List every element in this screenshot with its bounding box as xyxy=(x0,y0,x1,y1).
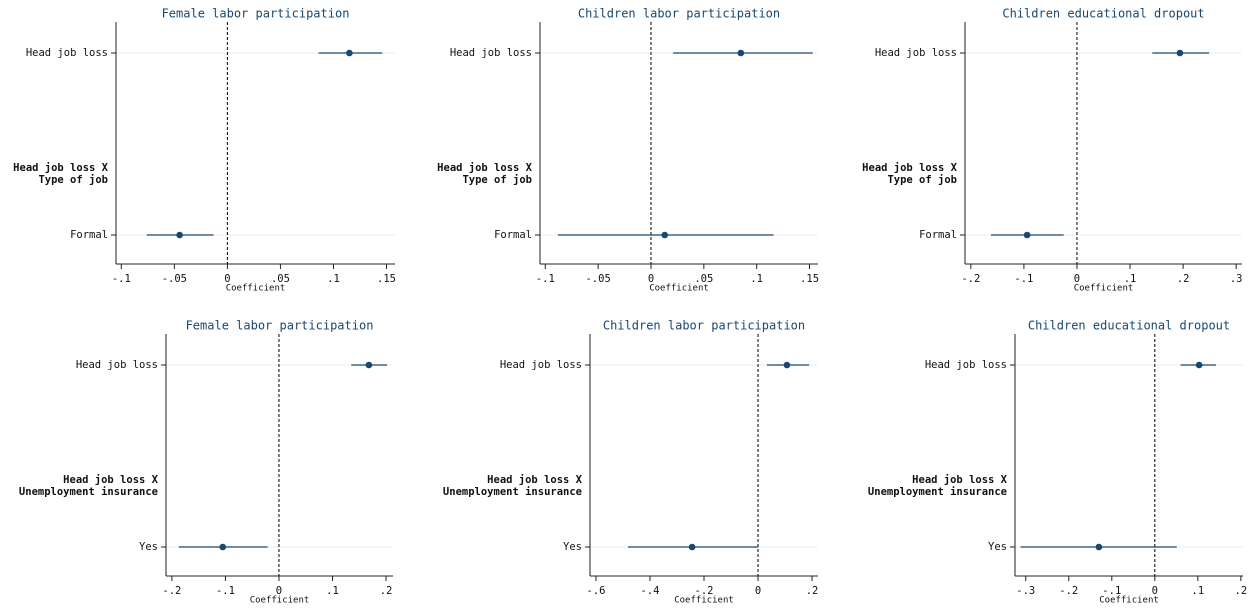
group-label: Head job loss X xyxy=(63,474,159,486)
y-tick-label: Formal xyxy=(919,229,957,241)
panel-title: Children labor participation xyxy=(603,319,805,333)
group-label: Head job loss X xyxy=(13,162,109,174)
point-estimate xyxy=(1176,49,1184,57)
point-estimate xyxy=(365,361,373,369)
x-tick-label: -.2 xyxy=(162,585,181,597)
y-tick-label: Head job loss xyxy=(76,359,158,371)
x-tick-label: .1 xyxy=(1124,273,1137,285)
x-tick-label: .2 xyxy=(380,585,393,597)
panel-title: Female labor participation xyxy=(162,7,350,21)
x-tick-label: 0 xyxy=(224,273,230,285)
x-tick-label: .2 xyxy=(1177,273,1190,285)
group-label: Head job loss X xyxy=(437,162,533,174)
point-estimate xyxy=(1195,361,1203,369)
x-tick-label: 0 xyxy=(755,585,761,597)
x-tick-label: -.2 xyxy=(1059,585,1078,597)
x-tick-label: -.05 xyxy=(162,273,187,285)
panel-title: Children educational dropout xyxy=(1028,319,1230,333)
x-axis-label: Coefficient xyxy=(1074,284,1134,294)
y-tick-label: Yes xyxy=(139,541,158,553)
point-estimate xyxy=(1095,543,1103,551)
x-tick-label: -.1 xyxy=(1014,273,1033,285)
group-label: Type of job xyxy=(462,174,532,186)
x-tick-label: .15 xyxy=(377,273,396,285)
point-estimate xyxy=(783,361,791,369)
x-axis-label: Coefficient xyxy=(1099,596,1159,606)
point-estimate xyxy=(219,543,227,551)
x-tick-label: .05 xyxy=(694,273,713,285)
group-label: Head job loss X xyxy=(862,162,958,174)
panel-title: Children educational dropout xyxy=(1002,7,1204,21)
point-estimate xyxy=(688,543,696,551)
x-tick-label: 0 xyxy=(1074,273,1080,285)
y-tick-label: Yes xyxy=(563,541,582,553)
y-tick-label: Yes xyxy=(988,541,1007,553)
y-tick-label: Formal xyxy=(494,229,532,241)
y-tick-label: Head job loss xyxy=(925,359,1007,371)
panel: Children labor participation -.1 -.05 0 .05.… xyxy=(437,7,819,294)
group-label: Type of job xyxy=(887,174,957,186)
x-tick-label: .3 xyxy=(1230,273,1243,285)
y-tick-label: Head job loss xyxy=(875,47,957,59)
group-label: Head job loss X xyxy=(912,474,1008,486)
x-tick-label: -.1 xyxy=(112,273,131,285)
y-tick-label: Formal xyxy=(70,229,108,241)
x-tick-label: -.2 xyxy=(961,273,980,285)
panel-title: Female labor participation xyxy=(186,319,374,333)
x-tick-label: -.05 xyxy=(585,273,610,285)
y-tick-label: Head job loss xyxy=(450,47,532,59)
x-tick-label: -.6 xyxy=(586,585,605,597)
x-tick-label: -.1 xyxy=(536,273,555,285)
panel: Children educational dropout -.2 -.1 0 .1 .2.… xyxy=(862,7,1242,294)
point-estimate xyxy=(176,231,183,239)
panel: Children labor participation -.6 -.4 -.2 0 .2… xyxy=(443,319,818,606)
panel-title: Children labor participation xyxy=(578,7,780,21)
x-tick-label: .2 xyxy=(1235,585,1248,597)
point-estimate xyxy=(346,49,353,57)
x-tick-label: -.1 xyxy=(1102,585,1121,597)
y-tick-label: Head job loss xyxy=(500,359,582,371)
x-tick-label: .1 xyxy=(327,273,340,285)
x-axis-label: Coefficient xyxy=(674,596,734,606)
panel: Children educational dropout -.3 -.2 -.1 0 .1… xyxy=(868,319,1247,606)
point-estimate xyxy=(737,49,745,57)
group-label: Unemployment insurance xyxy=(19,486,158,498)
x-tick-label: .1 xyxy=(326,585,339,597)
panel: Female labor participation -.1 -.05 0 .05 .1.… xyxy=(13,7,396,294)
x-axis-label: Coefficient xyxy=(649,284,709,294)
x-axis-label: Coefficient xyxy=(250,596,310,606)
x-tick-label: .1 xyxy=(1192,585,1205,597)
x-tick-label: .05 xyxy=(271,273,290,285)
group-label: Head job loss X xyxy=(487,474,583,486)
y-tick-label: Head job loss xyxy=(26,47,108,59)
x-tick-label: -.4 xyxy=(640,585,659,597)
group-label: Unemployment insurance xyxy=(868,486,1007,498)
x-axis-label: Coefficient xyxy=(226,284,286,294)
point-estimate xyxy=(1023,231,1031,239)
point-estimate xyxy=(661,231,669,239)
x-tick-label: .15 xyxy=(800,273,819,285)
group-label: Unemployment insurance xyxy=(443,486,582,498)
x-tick-label: -.3 xyxy=(1016,585,1035,597)
panel: Female labor participation -.2 -.1 0 .1 .2 Coe… xyxy=(19,319,393,606)
x-tick-label: -.2 xyxy=(695,585,714,597)
group-label: Type of job xyxy=(38,174,108,186)
x-tick-label: .1 xyxy=(750,273,763,285)
x-tick-label: 0 xyxy=(276,585,282,597)
x-tick-label: 0 xyxy=(1152,585,1158,597)
x-tick-label: 0 xyxy=(648,273,654,285)
x-tick-label: -.1 xyxy=(216,585,235,597)
x-tick-label: .2 xyxy=(806,585,819,597)
